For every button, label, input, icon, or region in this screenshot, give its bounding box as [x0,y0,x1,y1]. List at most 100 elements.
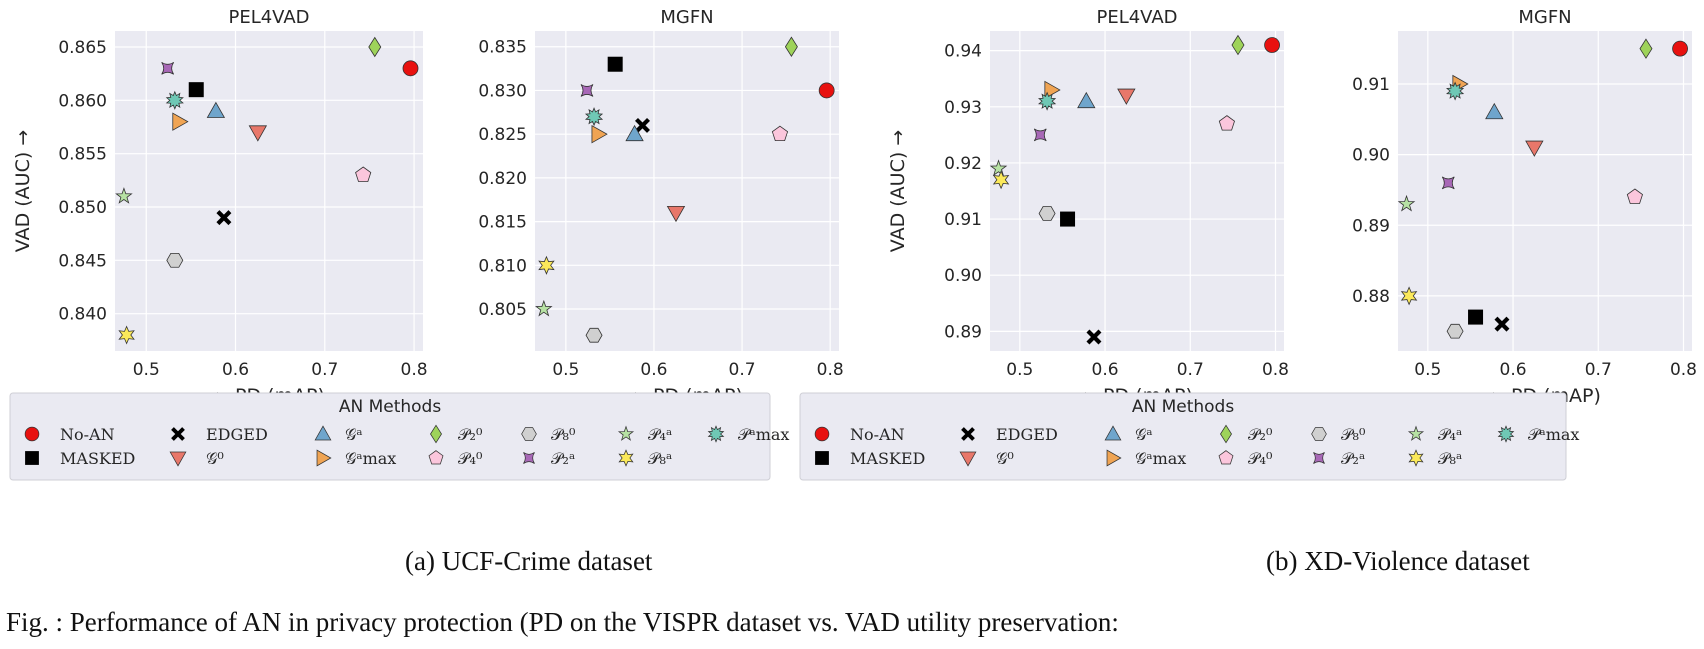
point-pamax [584,107,604,127]
legend-marker-p8a [618,449,634,467]
point-p40 [1218,115,1235,131]
point-masked [1468,309,1484,325]
legend-label: 𝒫₈⁰ [1341,425,1365,444]
point-p4a [1397,194,1416,212]
legend-label: 𝒫₂⁰ [458,425,482,444]
subfigure-caption-a: (a) UCF-Crime dataset [405,546,653,576]
legend-label: 𝒫₄ᵃ [1438,425,1462,444]
legend-marker-p2a [1313,452,1325,464]
legend-marker-p8a [1408,449,1424,467]
legend-marker-p40 [428,450,444,465]
plot-area [535,31,839,351]
legend-label: 𝒢ᵃmax [345,449,396,468]
legend-marker-ga [1104,425,1122,441]
point-p2a [161,61,175,75]
point-pamax [165,90,184,110]
point-noan [1672,40,1688,57]
point-p40 [771,125,789,142]
x-tick-label: 0.6 [640,360,667,380]
figure-caption: Fig. : Performance of AN in privacy prot… [6,607,1119,637]
legend-marker-p4a [1407,425,1425,441]
point-p2a [1033,128,1047,142]
y-tick-label: 0.805 [478,300,527,320]
y-tick-label: 0.865 [58,38,107,58]
scatter-panel-3: 0.5 0.6 0.7 0.8 0.89 0.90 0.91 0.92 0.93 0.94 PEL4… [887,7,1289,407]
point-gamax [172,112,189,131]
y-tick-label: 0.825 [478,125,527,145]
legend-marker-edged [171,427,185,441]
y-tick-label: 0.90 [1352,146,1390,166]
legend-label: 𝒢ᵃ [345,425,363,444]
point-pamax [1446,81,1465,101]
legend-label: 𝒢⁰ [206,449,224,468]
legend-label: 𝒢ᵃ [1135,425,1153,444]
point-ga [1077,91,1096,109]
legend-marker-pamax [707,425,725,443]
legend-marker-edged [961,427,975,441]
chart-title: PEL4VAD [228,7,309,28]
legend-label: 𝒫₂⁰ [1248,425,1272,444]
legend-marker-gamax [316,449,332,467]
y-tick-label: 0.94 [944,42,982,62]
legend-label: MASKED [850,449,925,468]
x-tick-label: 0.8 [817,360,844,380]
y-axis-label: VAD (AUC) → [887,130,909,252]
legend-marker-p4a [617,425,635,441]
point-masked [607,56,623,72]
x-tick-label: 0.8 [1670,360,1697,380]
legend-2: AN Methods No-AN MASKED EDGED 𝒢⁰ 𝒢ᵃ 𝒢ᵃmax 𝒫₂⁰ 𝒫₄… [799,392,1579,481]
x-tick-label: 0.5 [1414,360,1441,380]
legend-marker-gamax [1106,449,1122,467]
y-tick-label: 0.830 [478,81,527,101]
chart-title: MGFN [1518,7,1571,28]
legend-marker-ga [314,425,332,441]
point-gamax [591,124,608,144]
y-tick-label: 0.835 [478,38,527,58]
x-tick-label: 0.8 [401,360,428,380]
legend-label: No-AN [60,425,115,444]
x-tick-label: 0.6 [1092,360,1119,380]
y-tick-label: 0.92 [944,154,982,174]
point-p40 [355,166,372,182]
point-p80 [1446,323,1464,339]
y-tick-label: 0.815 [478,213,527,233]
point-pamax [1038,91,1057,111]
point-masked [188,82,204,98]
chart-title: MGFN [660,7,713,28]
plot-area [990,31,1284,351]
point-ga [206,101,226,118]
legend-marker-p80 [1311,427,1327,441]
point-p80 [166,253,184,268]
plot-area [115,31,423,351]
point-p2a [1441,176,1455,190]
point-noan [1264,37,1280,53]
legend-label: No-AN [850,425,905,444]
y-tick-label: 0.90 [944,266,982,286]
legend-label: EDGED [206,425,268,444]
x-tick-label: 0.6 [222,360,249,380]
point-p4a [989,159,1008,176]
legend-label: 𝒫₂ᵃ [1341,449,1365,468]
legend-label: 𝒢⁰ [996,449,1014,468]
legend-marker-pamax [1497,425,1515,443]
legend-marker-g0 [959,451,977,467]
legend-title: AN Methods [339,397,442,417]
x-tick-label: 0.5 [133,360,160,380]
legend-marker-p20 [430,424,442,444]
point-g0 [1525,140,1544,157]
point-p40 [1626,188,1643,204]
point-masked [1060,211,1076,227]
point-p8a [1400,286,1418,306]
point-p4a [115,187,133,204]
y-tick-label: 0.91 [1352,75,1390,95]
point-p20 [1639,38,1653,59]
y-tick-label: 0.89 [1352,216,1390,236]
legend-marker-noan [814,426,830,442]
legend-label: 𝒫₂ᵃ [551,449,575,468]
legend-label: 𝒫₈ᵃ [648,449,672,468]
y-tick-label: 0.855 [58,145,107,165]
legend-marker-p20 [1220,424,1232,444]
legends-layer: AN Methods No-AN MASKED EDGED 𝒢⁰ 𝒢ᵃ 𝒢ᵃmax 𝒫₂⁰ 𝒫₄… [9,392,1579,481]
point-g0 [248,125,268,142]
x-tick-label: 0.7 [1177,360,1204,380]
